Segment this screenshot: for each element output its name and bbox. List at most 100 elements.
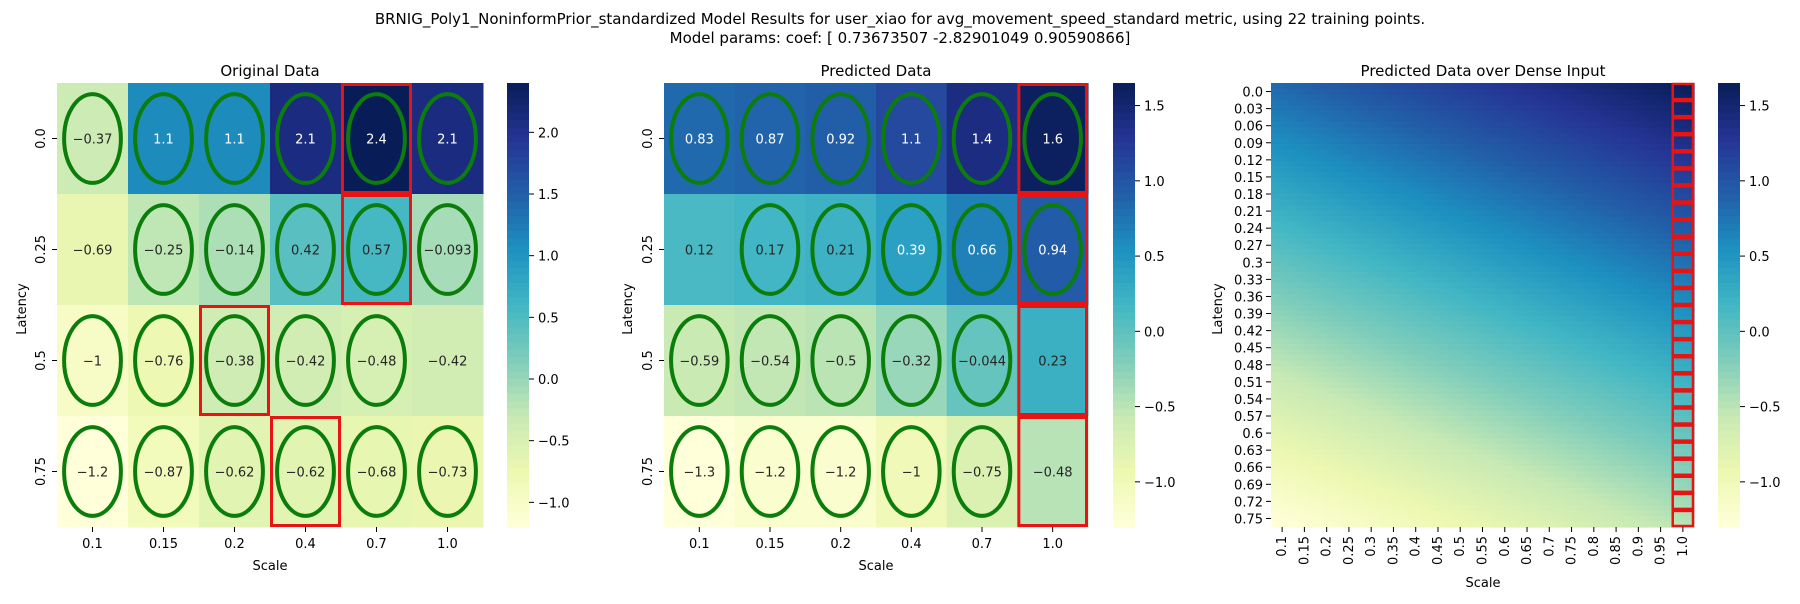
heatmap-cell bbox=[1614, 111, 1619, 117]
heatmap-cell bbox=[1339, 116, 1344, 122]
heatmap-cell bbox=[1483, 322, 1488, 328]
heatmap-cell bbox=[1457, 177, 1462, 183]
heatmap-cell bbox=[1415, 194, 1420, 200]
heatmap-cell bbox=[1279, 216, 1284, 222]
heatmap-cell bbox=[1491, 172, 1496, 178]
heatmap-cell bbox=[1537, 211, 1542, 217]
heatmap-cell bbox=[1284, 166, 1289, 172]
heatmap-cell bbox=[1546, 333, 1551, 339]
colorbar-segment bbox=[507, 127, 529, 135]
heatmap-cell bbox=[1474, 283, 1479, 289]
heatmap-cell bbox=[1385, 127, 1390, 133]
heatmap-cell bbox=[1385, 338, 1390, 344]
heatmap-cell bbox=[1474, 122, 1479, 128]
heatmap-cell bbox=[1394, 205, 1399, 211]
heatmap-cell bbox=[1373, 105, 1378, 111]
heatmap-cell bbox=[1322, 244, 1327, 250]
heatmap-cell bbox=[1364, 333, 1369, 339]
heatmap-cell bbox=[1440, 89, 1445, 95]
heatmap-cell bbox=[1406, 150, 1411, 156]
heatmap-cell bbox=[1584, 183, 1589, 189]
heatmap-cell bbox=[1626, 161, 1631, 167]
heatmap-cell bbox=[1529, 111, 1534, 117]
heatmap-cell bbox=[1432, 89, 1437, 95]
heatmap-cell bbox=[1330, 155, 1335, 161]
heatmap-cell bbox=[1313, 205, 1318, 211]
heatmap-cell bbox=[1275, 127, 1280, 133]
heatmap-cell bbox=[1504, 266, 1509, 272]
heatmap-cell bbox=[1483, 183, 1488, 189]
heatmap-cell bbox=[1525, 94, 1530, 100]
heatmap-cell bbox=[1373, 122, 1378, 128]
heatmap-cell bbox=[1385, 166, 1390, 172]
heatmap-cell bbox=[1584, 322, 1589, 328]
heatmap-cell bbox=[1529, 266, 1534, 272]
heatmap-cell bbox=[1597, 288, 1602, 294]
heatmap-cell bbox=[1385, 144, 1390, 150]
heatmap-cell bbox=[1415, 166, 1420, 172]
heatmap-cell bbox=[1533, 272, 1538, 278]
heatmap-cell bbox=[1385, 172, 1390, 178]
heatmap-cell bbox=[1284, 227, 1289, 233]
heatmap-cell bbox=[1398, 305, 1403, 311]
heatmap-cell bbox=[1284, 316, 1289, 322]
heatmap-cell bbox=[1614, 133, 1619, 139]
heatmap-cell bbox=[1478, 89, 1483, 95]
heatmap-cell bbox=[1631, 277, 1636, 283]
heatmap-cell bbox=[1487, 105, 1492, 111]
heatmap-cell bbox=[1487, 266, 1492, 272]
heatmap-cell bbox=[1398, 261, 1403, 267]
heatmap-cell bbox=[1343, 194, 1348, 200]
heatmap-cell bbox=[1537, 261, 1542, 267]
heatmap-cell bbox=[1406, 94, 1411, 100]
heatmap-cell bbox=[1537, 299, 1542, 305]
heatmap-cell bbox=[1334, 205, 1339, 211]
heatmap-cell bbox=[1495, 200, 1500, 206]
heatmap-cell bbox=[1284, 188, 1289, 194]
heatmap-cell bbox=[1495, 161, 1500, 167]
heatmap-cell bbox=[1322, 172, 1327, 178]
heatmap-cell bbox=[1664, 188, 1669, 194]
colorbar-segment bbox=[1113, 305, 1135, 313]
heatmap-cell bbox=[1512, 83, 1517, 89]
heatmap-cell bbox=[1563, 89, 1568, 95]
heatmap-cell bbox=[1373, 100, 1378, 106]
panel-title: Predicted Data over Dense Input bbox=[1361, 62, 1606, 80]
heatmap-cell bbox=[1483, 244, 1488, 250]
heatmap-cell bbox=[1588, 288, 1593, 294]
heatmap-cell bbox=[1271, 133, 1276, 139]
heatmap-cell bbox=[1449, 116, 1454, 122]
heatmap-cell bbox=[1550, 277, 1555, 283]
heatmap-cell bbox=[1546, 116, 1551, 122]
heatmap-cell bbox=[1326, 89, 1331, 95]
heatmap-cell bbox=[1652, 89, 1657, 95]
heatmap-cell bbox=[1681, 227, 1686, 233]
heatmap-cell bbox=[1279, 277, 1284, 283]
heatmap-cell bbox=[1597, 333, 1602, 339]
heatmap-cell bbox=[1288, 200, 1293, 206]
heatmap-cell bbox=[1525, 200, 1530, 206]
heatmap-cell bbox=[1664, 166, 1669, 172]
heatmap-cell bbox=[1419, 89, 1424, 95]
heatmap-cell bbox=[1592, 100, 1597, 106]
heatmap-cell bbox=[1411, 294, 1416, 300]
heatmap-cell bbox=[1309, 272, 1314, 278]
heatmap-cell bbox=[1428, 177, 1433, 183]
heatmap-cell bbox=[1402, 144, 1407, 150]
heatmap-cell bbox=[1499, 277, 1504, 283]
heatmap-cell bbox=[1326, 150, 1331, 156]
heatmap-cell bbox=[1647, 100, 1652, 106]
heatmap-cell bbox=[1364, 222, 1369, 228]
heatmap-cell bbox=[1389, 111, 1394, 117]
heatmap-cell bbox=[1567, 111, 1572, 117]
heatmap-cell bbox=[1271, 227, 1276, 233]
heatmap-cell bbox=[1576, 272, 1581, 278]
heatmap-cell bbox=[1436, 144, 1441, 150]
heatmap-cell bbox=[1626, 139, 1631, 145]
heatmap-cell bbox=[1559, 283, 1564, 289]
heatmap-cell bbox=[1449, 144, 1454, 150]
heatmap-cell bbox=[1487, 227, 1492, 233]
heatmap-cell bbox=[1271, 211, 1276, 217]
heatmap-cell bbox=[1339, 194, 1344, 200]
heatmap-cell bbox=[1373, 250, 1378, 256]
